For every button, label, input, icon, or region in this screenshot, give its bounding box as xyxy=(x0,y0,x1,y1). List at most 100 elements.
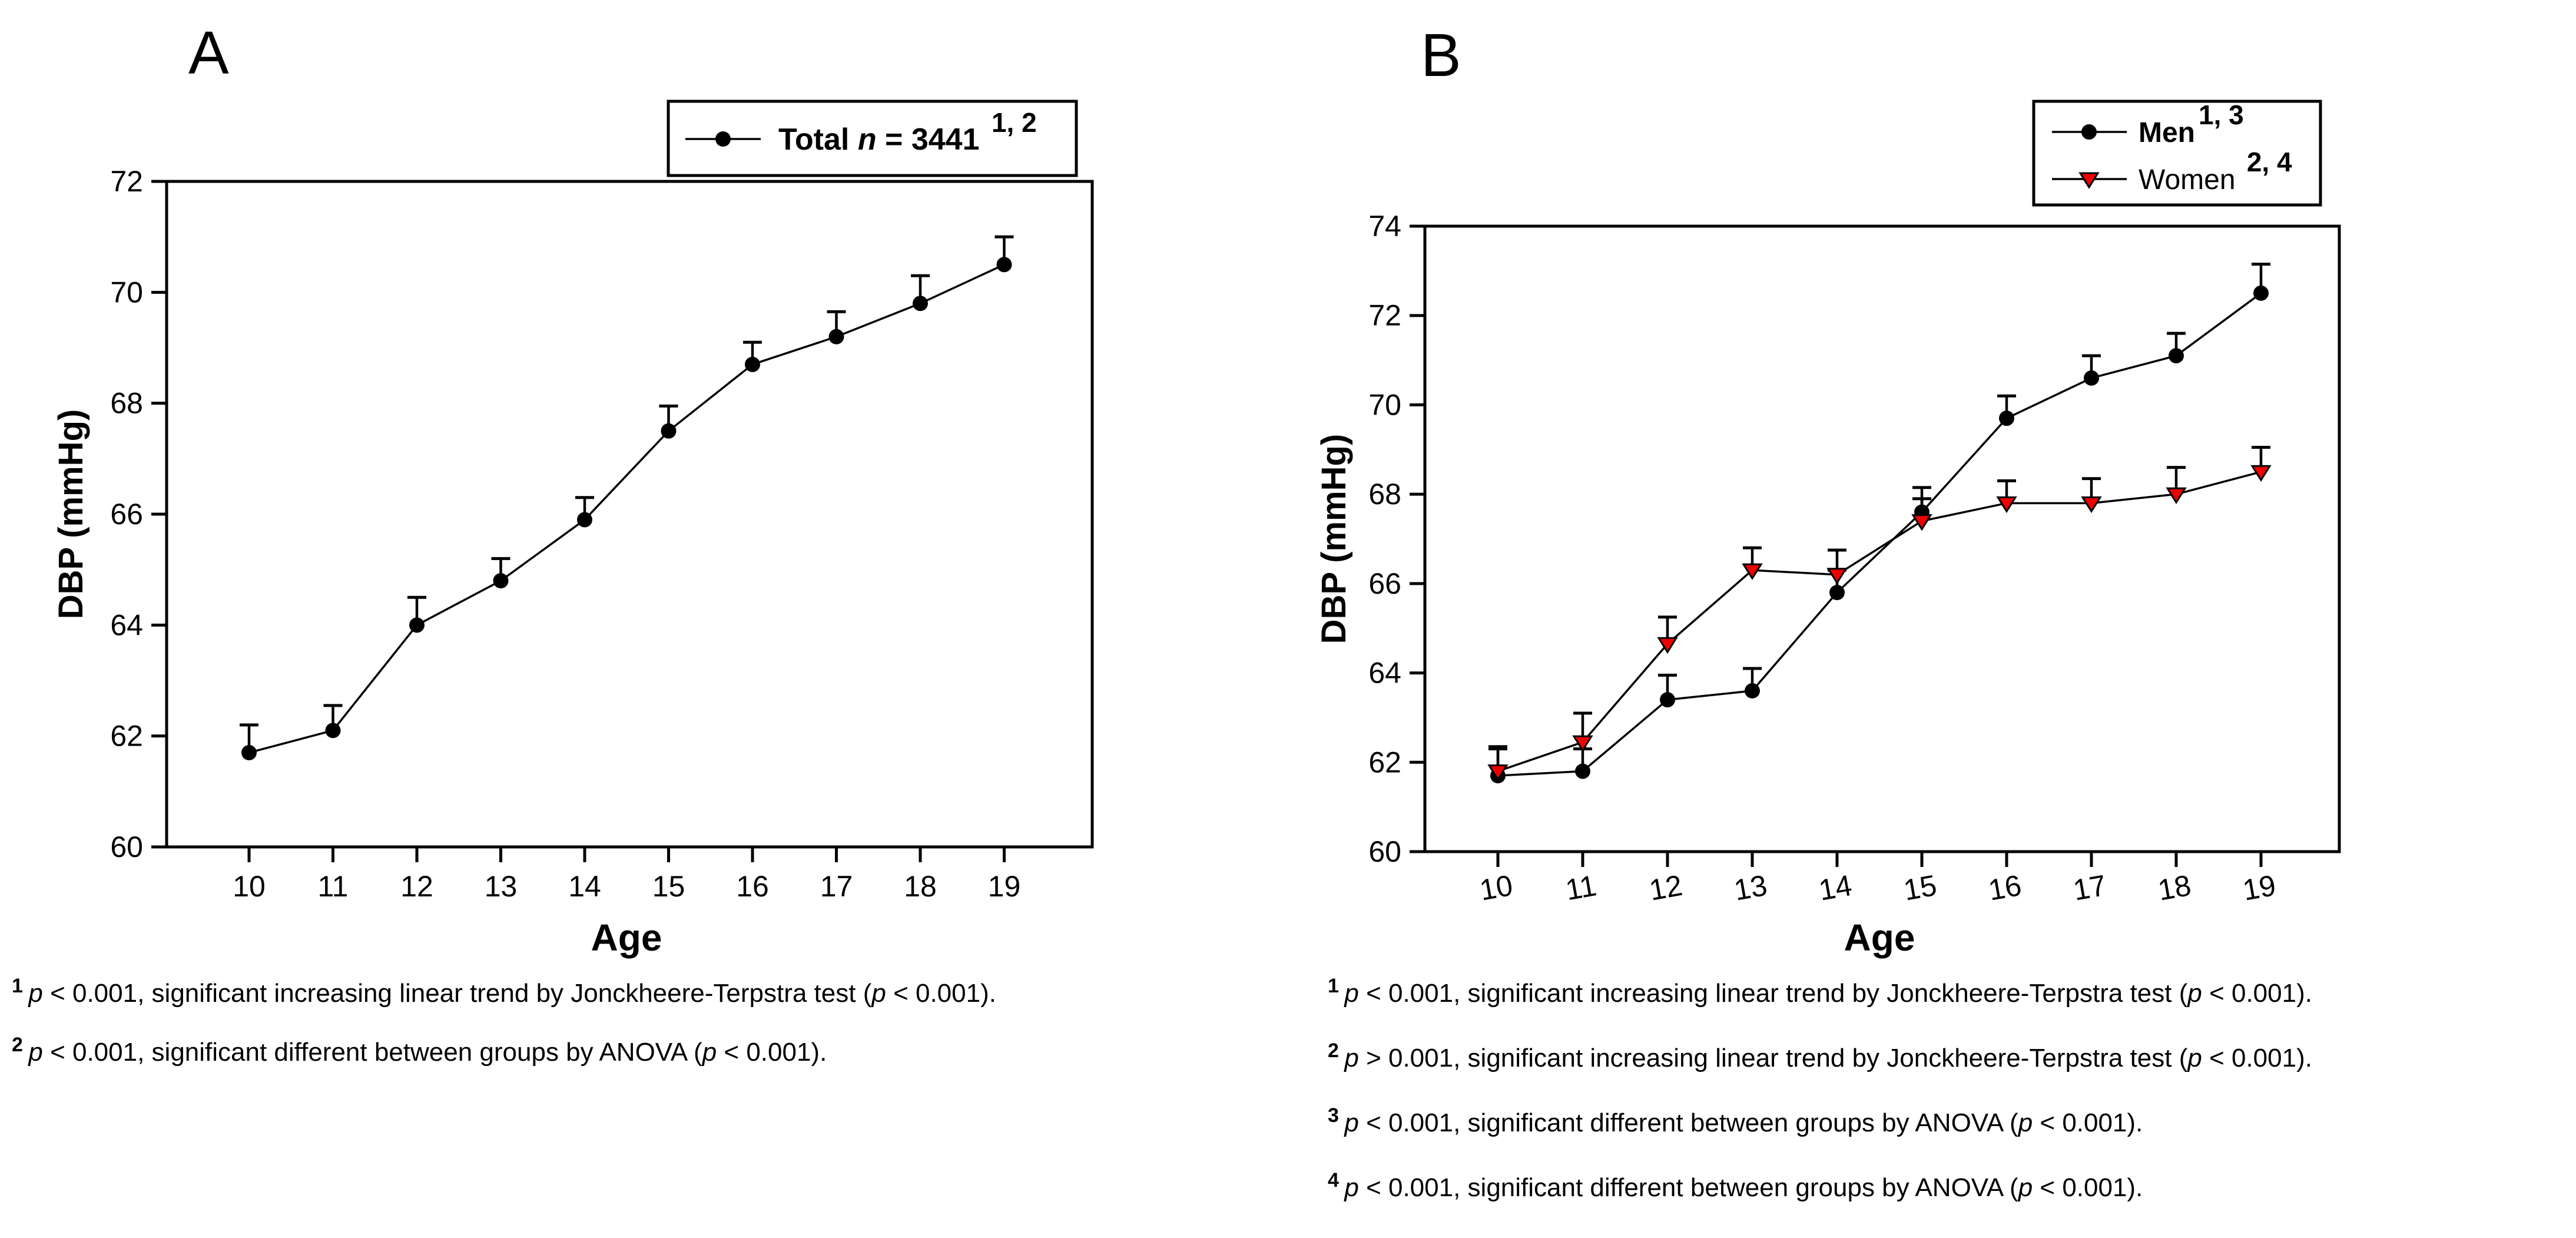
data-point-marker-circle xyxy=(661,423,677,439)
footnote-text: p xyxy=(28,979,43,1008)
footnote-text: p xyxy=(2018,1173,2033,1202)
panel-label-a: A xyxy=(188,19,229,87)
footnote-text: p xyxy=(1344,1173,1359,1202)
series-women xyxy=(1487,445,2272,782)
footnote-text: < 0.001). xyxy=(886,979,996,1008)
footnote-text: < 0.001, significant different between g… xyxy=(42,1038,702,1067)
x-tick-label: 16 xyxy=(736,870,769,903)
series-men xyxy=(1488,262,2270,784)
footnotes-panel-b: 1 p < 0.001, significant increasing line… xyxy=(1328,975,2312,1238)
y-tick-label: 70 xyxy=(110,276,143,309)
plot-frame xyxy=(165,180,1094,849)
data-point-marker-triangle-down xyxy=(1572,735,1593,752)
x-tick-label: 12 xyxy=(1647,869,1685,907)
data-point-marker-circle xyxy=(715,131,731,147)
y-tick-label: 60 xyxy=(1368,835,1401,868)
footnote: 3 p < 0.001, significant different betwe… xyxy=(1328,1104,2312,1173)
footnote-text: p xyxy=(1344,1044,1359,1073)
x-tick-label: 10 xyxy=(233,870,266,903)
data-point-marker-triangle-down xyxy=(1742,563,1763,580)
x-tick-label: 13 xyxy=(485,870,518,903)
panel-chart-B: 60 62 64 66 68 70 72 74 10 11 12 13 14 15 16 17 18 19 DBP … xyxy=(1315,100,2341,959)
footnote-text: p xyxy=(702,1038,717,1067)
y-axis-label: DBP (mmHg) xyxy=(1315,434,1353,644)
x-tick-label: 18 xyxy=(904,870,937,903)
y-tick-label: 70 xyxy=(1368,388,1401,421)
x-tick-label: 13 xyxy=(1732,869,1770,907)
data-point-marker-triangle-down xyxy=(1911,514,1932,531)
data-point-marker-triangle-down xyxy=(2078,172,2100,189)
data-point-marker-circle xyxy=(828,329,844,345)
footnote-text: p xyxy=(2187,979,2202,1008)
x-axis-label: Age xyxy=(591,916,662,959)
footnote: 4 p < 0.001, significant different betwe… xyxy=(1328,1169,2312,1238)
x-tick-label: 14 xyxy=(568,870,601,903)
legend-box xyxy=(2032,100,2322,207)
footnote-text: < 0.001). xyxy=(2202,979,2312,1008)
footnote-text: p xyxy=(2187,1044,2202,1073)
data-point-marker-triangle-down xyxy=(1826,568,1848,585)
data-point-marker-circle xyxy=(2169,347,2184,363)
x-tick-label: 17 xyxy=(2071,869,2109,907)
series-line xyxy=(248,263,1005,754)
data-point-marker-circle xyxy=(1660,692,1675,708)
y-tick-label: 68 xyxy=(1368,478,1401,511)
data-point-marker-circle xyxy=(241,744,257,760)
footnote-text: p xyxy=(2018,1108,2033,1137)
x-axis-label: Age xyxy=(1844,916,1915,959)
data-point-marker-triangle-down xyxy=(1996,496,2017,514)
data-point-marker-circle xyxy=(2084,370,2099,386)
data-point-marker-circle xyxy=(325,723,341,739)
data-point-marker-triangle-down xyxy=(2166,487,2187,504)
y-tick-label: 62 xyxy=(110,720,143,753)
footnote-text: p xyxy=(871,979,886,1008)
y-tick-label: 62 xyxy=(1368,746,1401,779)
footnote-text: < 0.001, significant different between g… xyxy=(1358,1108,2018,1137)
data-point-marker-circle xyxy=(2253,285,2269,301)
y-tick-label: 60 xyxy=(110,830,143,863)
x-tick-label: 12 xyxy=(400,870,433,903)
data-point-marker-circle xyxy=(2081,124,2097,140)
series-line xyxy=(1497,471,2262,773)
y-tick-label: 66 xyxy=(1368,567,1401,600)
footnote-text: < 0.001). xyxy=(717,1038,827,1067)
x-tick-label: 14 xyxy=(1816,869,1855,907)
footnote-text: < 0.001, significant increasing linear t… xyxy=(1358,979,2188,1008)
footnote-superscript: 3 xyxy=(1328,1104,1345,1127)
x-tick-label: 11 xyxy=(1563,869,1599,906)
data-point-marker-circle xyxy=(1575,763,1590,779)
footnote: 1 p < 0.001, significant increasing line… xyxy=(12,975,996,1038)
footnote-text: > 0.001, significant increasing linear t… xyxy=(1358,1044,2188,1073)
plot-frame xyxy=(1423,224,2341,853)
data-point-marker-circle xyxy=(409,617,425,633)
y-tick-label: 68 xyxy=(110,387,143,420)
data-point-marker-triangle-down xyxy=(2081,496,2102,514)
y-axis-label: DBP (mmHg) xyxy=(52,409,90,620)
x-tick-label: 19 xyxy=(2240,869,2279,907)
x-tick-label: 18 xyxy=(2156,869,2194,907)
footnote: 1 p < 0.001, significant increasing line… xyxy=(1328,975,2312,1044)
footnote-superscript: 4 xyxy=(1328,1169,1345,1191)
x-tick-label: 11 xyxy=(318,870,349,903)
series-line xyxy=(1497,292,2262,777)
legend: Total n = 3441 1, 2 xyxy=(667,100,1078,177)
footnote-text: < 0.001). xyxy=(2033,1108,2143,1137)
footnote-text: < 0.001). xyxy=(2202,1044,2312,1073)
panel-label-b: B xyxy=(1421,21,1461,89)
y-tick-label: 64 xyxy=(110,608,143,641)
footnote-text: p xyxy=(1344,1108,1359,1137)
footnotes-panel-a: 1 p < 0.001, significant increasing line… xyxy=(12,975,996,1097)
legend-label: Total n = 3441 1, 2 xyxy=(778,107,1037,157)
data-point-marker-triangle-down xyxy=(2250,465,2272,482)
x-tick-label: 15 xyxy=(652,870,685,903)
footnote-superscript: 1 xyxy=(1328,975,1345,997)
footnote-text: p xyxy=(1344,979,1359,1008)
footnote: 2 p > 0.001, significant increasing line… xyxy=(1328,1040,2312,1108)
data-point-marker-circle xyxy=(1745,683,1760,699)
series-total-n-3441 xyxy=(240,235,1014,760)
x-tick-label: 16 xyxy=(1986,869,2024,907)
footnote-superscript: 2 xyxy=(1328,1040,1345,1062)
footnote-text: < 0.001, significant increasing linear t… xyxy=(42,979,872,1008)
data-point-marker-circle xyxy=(1999,411,2014,426)
